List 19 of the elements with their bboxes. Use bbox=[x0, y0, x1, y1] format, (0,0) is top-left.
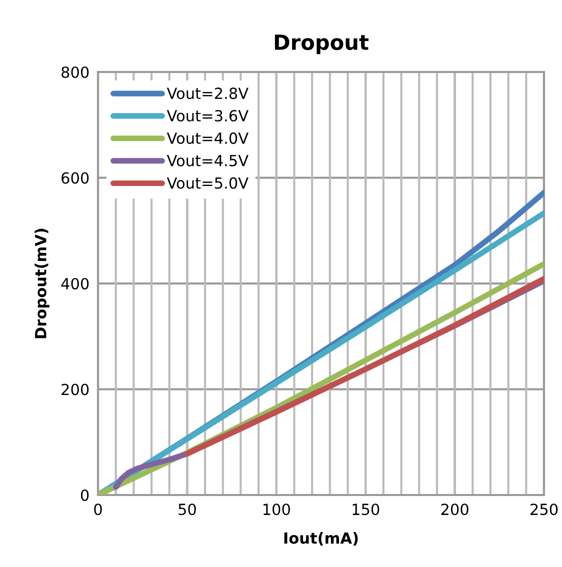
legend-label: Vout=5.0V bbox=[166, 177, 248, 189]
x-tick-label: 100 bbox=[263, 504, 290, 516]
x-tick-label: 200 bbox=[441, 504, 468, 516]
y-tick-label: 400 bbox=[61, 278, 89, 290]
chart-title: Dropout bbox=[274, 34, 368, 54]
x-tick-label: 0 bbox=[94, 504, 102, 516]
y-axis-title: Dropout(mV) bbox=[34, 228, 50, 338]
y-tick-label: 800 bbox=[62, 66, 89, 78]
x-axis-title: Iout(mA) bbox=[284, 532, 358, 546]
legend-label: Vout=4.0V bbox=[166, 132, 248, 144]
y-tick-label: 600 bbox=[62, 172, 89, 184]
y-tick-label: 200 bbox=[62, 384, 89, 396]
legend-label: Vout=4.5V bbox=[166, 155, 248, 166]
y-tick-label: 0 bbox=[80, 489, 89, 502]
x-tick-label: 150 bbox=[352, 504, 380, 516]
x-tick-label: 250 bbox=[530, 504, 558, 516]
x-tick-label: 50 bbox=[178, 504, 196, 516]
legend-label: Vout=3.6V bbox=[166, 110, 248, 122]
legend-label: Vout=2.8V bbox=[166, 88, 248, 100]
